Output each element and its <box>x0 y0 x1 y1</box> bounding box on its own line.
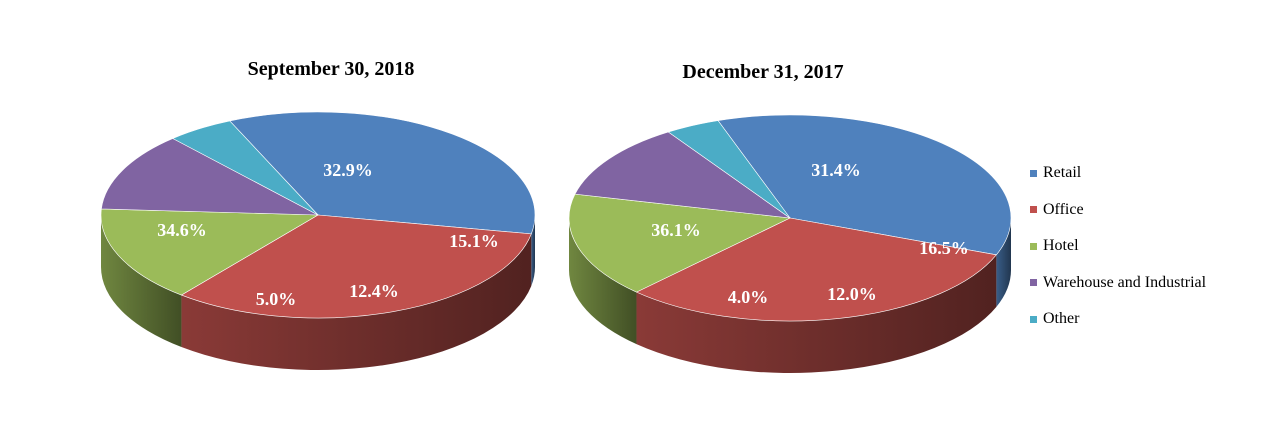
pie-side-retail <box>531 215 535 286</box>
pie-side-retail <box>996 218 1011 307</box>
legend-swatch-other <box>1030 315 1037 323</box>
pie-side-group-1 <box>569 218 1011 373</box>
data-label-hotel: 15.1% <box>449 231 499 251</box>
data-label-other: 5.0% <box>256 289 297 309</box>
pie-top-group-0 <box>100 111 536 319</box>
chart-title-sep-2018: September 30, 2018 <box>247 58 415 80</box>
pie-slice-retail <box>229 111 536 235</box>
legend-item-office: Office <box>1030 192 1206 229</box>
data-label-warehouse-and-industrial: 12.0% <box>827 284 877 304</box>
pie-side-hotel <box>569 218 637 345</box>
pie-side-office <box>181 233 532 370</box>
chart-title-dec-2017: December 31, 2017 <box>682 61 844 83</box>
pie-side-office <box>636 254 997 373</box>
pie-slice-hotel <box>568 193 792 293</box>
pie-slice-other <box>172 120 319 216</box>
pie-label-group-1: 36.1% 31.4% 16.5% 12.0% 4.0% <box>651 160 969 307</box>
pie-slice-hotel <box>100 208 320 296</box>
data-label-other: 4.0% <box>728 287 769 307</box>
legend-item-hotel: Hotel <box>1030 228 1206 265</box>
legend-item-warehouse: Warehouse and Industrial <box>1030 265 1206 302</box>
data-label-office: 31.4% <box>811 160 861 180</box>
legend-swatch-office <box>1030 206 1037 214</box>
legend-swatch-retail <box>1030 169 1037 177</box>
pie-slice-retail <box>717 114 1012 256</box>
pie-slice-warehouse-and-industrial <box>101 138 319 216</box>
data-label-hotel: 16.5% <box>919 238 969 258</box>
legend-item-other: Other <box>1030 301 1206 338</box>
pie-side-group-0 <box>101 215 535 370</box>
pie-slice-other <box>667 120 791 219</box>
legend-label-retail: Retail <box>1043 164 1082 182</box>
legend-label-office: Office <box>1043 200 1084 218</box>
data-label-retail: 34.6% <box>157 220 207 240</box>
data-label-warehouse-and-industrial: 12.4% <box>349 281 399 301</box>
legend-swatch-hotel <box>1030 242 1037 250</box>
legend-swatch-warehouse <box>1030 279 1037 287</box>
data-label-retail: 36.1% <box>651 220 701 240</box>
legend: Retail Office Hotel Warehouse and Indust… <box>1030 155 1206 338</box>
data-label-office: 32.9% <box>323 160 373 180</box>
pie-label-group-0: 34.6% 32.9% 15.1% 12.4% 5.0% <box>157 160 499 309</box>
legend-item-retail: Retail <box>1030 155 1206 192</box>
pie-side-hotel <box>101 215 182 348</box>
legend-label-hotel: Hotel <box>1043 237 1079 255</box>
legend-label-other: Other <box>1043 310 1080 328</box>
pie-slice-office <box>635 217 997 322</box>
pie-slice-office <box>180 214 532 319</box>
pie-slice-warehouse-and-industrial <box>574 131 791 219</box>
pie-top-group-1 <box>568 114 1012 322</box>
legend-label-warehouse: Warehouse and Industrial <box>1043 273 1207 291</box>
